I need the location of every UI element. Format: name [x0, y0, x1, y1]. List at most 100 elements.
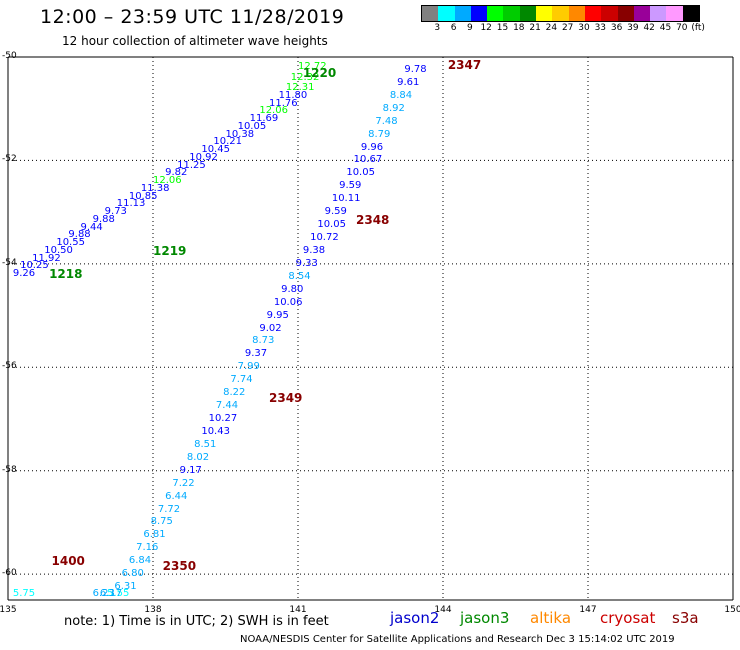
swh-observation: 10.05: [317, 219, 346, 231]
legend-label: 3: [434, 23, 441, 33]
legend-labels: 3 6 9 12 15 18 21 24 27 30 33 36 39 42 45 70 (ft): [421, 22, 704, 36]
legend-label: 42: [643, 23, 655, 33]
swh-observation: 9.02: [259, 322, 282, 334]
swh-observation: 7.72: [157, 503, 181, 515]
swh-observation: 12.06: [153, 175, 182, 187]
swh-observation: 10.50: [44, 244, 73, 256]
swh-observation: 9.88: [92, 213, 115, 225]
legend-swatch: [438, 6, 455, 21]
map-subtitle: 12 hour collection of altimeter wave hei…: [62, 34, 328, 48]
lat-tick-label: -50: [2, 51, 17, 61]
swh-observation: 7.44: [215, 400, 239, 412]
swh-observation: 11.76: [269, 97, 298, 109]
swh-observation: 10.72: [310, 232, 339, 243]
swh-observation: 11.92: [32, 252, 61, 264]
legend-label: 70: [676, 23, 688, 33]
legend-swatch: [422, 6, 439, 21]
swh-observation: 12.31: [285, 82, 315, 94]
legend-swatch: [617, 6, 634, 21]
swh-observation: 7.99: [237, 361, 260, 373]
legend-swatch: [536, 6, 553, 21]
swh-observation: 10.38: [225, 128, 255, 140]
swh-observation: 9.95: [266, 309, 289, 321]
mission-name: jason2: [390, 609, 440, 627]
footer-credit: NOAA/NESDIS Center for Satellite Applica…: [240, 634, 675, 645]
swh-observation: 8.22: [223, 387, 246, 399]
swh-observation: 9.73: [104, 206, 127, 218]
lon-tick-label: 138: [144, 605, 162, 615]
swh-observation: 5.75: [12, 588, 36, 599]
swh-observation: 10.27: [208, 413, 238, 424]
lat-tick-label: -56: [2, 361, 17, 372]
legend-swatch: [650, 6, 667, 21]
pass-time-label: 2349: [269, 391, 303, 406]
mission-name: altika: [530, 609, 572, 627]
swh-observation: 10.45: [201, 144, 230, 156]
swh-observation: 10.21: [213, 136, 243, 148]
swh-observation: 6.44: [165, 490, 188, 502]
legend-label: 6: [450, 23, 457, 33]
legend-swatches: [421, 5, 701, 22]
swh-observation: 7.48: [375, 115, 398, 127]
swh-observation: 6.31: [114, 581, 137, 593]
legend-swatch: [601, 6, 618, 21]
legend-label: 30: [578, 23, 590, 33]
map-title: 12:00 – 23:59 UTC 11/28/2019: [40, 6, 345, 28]
swh-observation: 7.22: [172, 477, 195, 489]
swh-observation: 10.06: [273, 296, 303, 308]
swh-observation: 11.13: [116, 198, 146, 210]
lon-tick-label: 144: [434, 605, 452, 615]
swh-observation: 8.02: [186, 451, 210, 463]
swh-observation: 9.88: [68, 229, 91, 241]
legend-swatch: [633, 6, 651, 21]
swh-observation: 12.06: [259, 105, 288, 117]
legend-swatch: [552, 6, 569, 21]
legend-label: 21: [529, 23, 541, 33]
swh-observation: 10.25: [20, 260, 49, 272]
lat-tick-label: -60: [2, 568, 17, 579]
swh-observation: 9.78: [404, 63, 427, 75]
swh-observation: 10.11: [331, 193, 361, 205]
swh-observation: 6.81: [143, 529, 166, 541]
pass-time-label: 1219: [153, 243, 187, 258]
swh-observation: 10.55: [56, 237, 85, 249]
swh-observation: 8.54: [288, 270, 311, 282]
pass-time-label: 1220: [302, 65, 337, 80]
swh-observation: 10.92: [189, 151, 218, 163]
legend-label: 33: [594, 23, 607, 33]
swh-observation: 9.80: [281, 283, 304, 295]
legend-swatch: [487, 6, 504, 21]
legend-swatch: [584, 6, 602, 21]
legend-label: 45: [659, 23, 672, 33]
legend-label: 27: [561, 23, 574, 33]
swh-observation: 8.79: [368, 128, 391, 140]
swh-observation: 11.69: [249, 113, 279, 125]
swh-observation: 6.84: [128, 555, 152, 567]
swh-observation: 9.26: [12, 268, 36, 280]
swh-observation: 11.25: [177, 159, 206, 171]
legend-swatch: [470, 6, 488, 21]
swh-observation: 9.38: [302, 244, 326, 256]
swh-observation: 9.61: [397, 76, 420, 88]
legend-label: 24: [545, 23, 558, 33]
pass-time-label: 2347: [447, 57, 482, 72]
swh-observation: 12.32: [290, 71, 320, 83]
swh-observation: 7.16: [136, 542, 159, 554]
swh-observation: 9.59: [324, 206, 347, 218]
swh-observation: 6.80: [121, 568, 144, 580]
legend-label: 12: [480, 23, 492, 33]
swh-observation: 9.17: [179, 464, 202, 476]
swh-observation: 8.75: [150, 516, 173, 528]
legend-swatch: [454, 6, 471, 21]
swh-observation: 9.44: [80, 221, 103, 233]
legend-label: 9: [467, 23, 473, 33]
swh-observation: 10.43: [201, 425, 230, 437]
legend-label: 18: [513, 23, 525, 33]
pass-time-label: 2350: [162, 559, 197, 574]
legend-label: 36: [610, 23, 623, 33]
pass-time-label: 1400: [51, 554, 85, 569]
swh-observation: 9.96: [360, 141, 384, 153]
swh-observation: 5.55: [107, 588, 130, 599]
